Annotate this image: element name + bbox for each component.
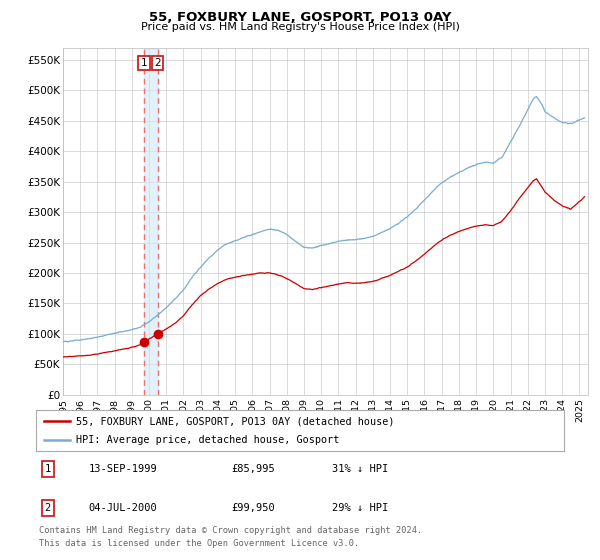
Text: £99,950: £99,950: [232, 503, 275, 513]
Text: This data is licensed under the Open Government Licence v3.0.: This data is licensed under the Open Gov…: [39, 539, 359, 548]
Text: 2: 2: [154, 58, 161, 68]
Text: Contains HM Land Registry data © Crown copyright and database right 2024.: Contains HM Land Registry data © Crown c…: [39, 526, 422, 535]
Text: 55, FOXBURY LANE, GOSPORT, PO13 0AY: 55, FOXBURY LANE, GOSPORT, PO13 0AY: [149, 11, 451, 24]
Text: 13-SEP-1999: 13-SEP-1999: [89, 464, 158, 474]
Text: 29% ↓ HPI: 29% ↓ HPI: [332, 503, 388, 513]
Text: 1: 1: [141, 58, 148, 68]
Text: 1: 1: [44, 464, 51, 474]
Text: 31% ↓ HPI: 31% ↓ HPI: [332, 464, 388, 474]
Text: Price paid vs. HM Land Registry's House Price Index (HPI): Price paid vs. HM Land Registry's House …: [140, 22, 460, 32]
Bar: [144, 48, 158, 395]
Text: £85,995: £85,995: [232, 464, 275, 474]
Text: 2: 2: [44, 503, 51, 513]
Text: 04-JUL-2000: 04-JUL-2000: [89, 503, 158, 513]
Text: HPI: Average price, detached house, Gosport: HPI: Average price, detached house, Gosp…: [76, 435, 339, 445]
Text: 55, FOXBURY LANE, GOSPORT, PO13 0AY (detached house): 55, FOXBURY LANE, GOSPORT, PO13 0AY (det…: [76, 417, 394, 426]
